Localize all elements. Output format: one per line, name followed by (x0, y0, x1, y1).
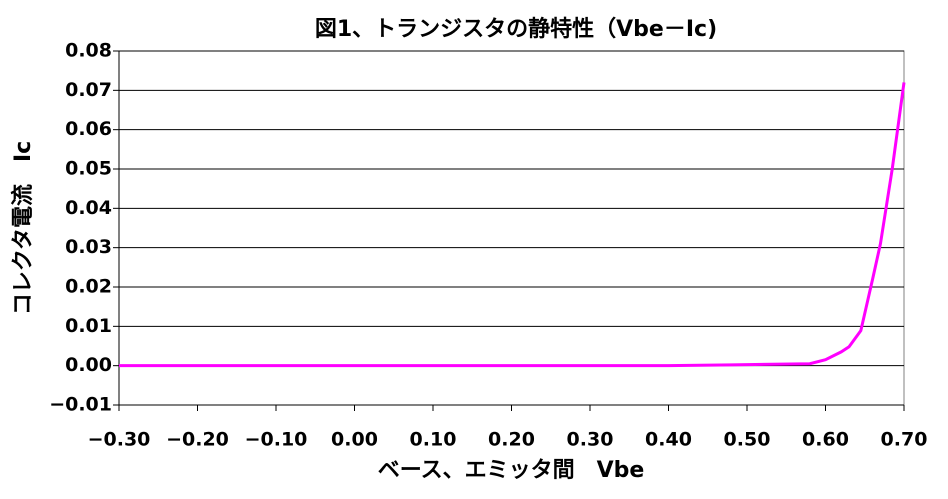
y-tick-label: 0.05 (65, 158, 112, 180)
y-axis-label: コレクタ電流 Ic (10, 141, 36, 315)
y-tick-label: 0.01 (65, 315, 112, 337)
x-tick-label: 0.10 (410, 429, 457, 451)
x-tick-label: 0.00 (331, 429, 378, 451)
x-tick-label: 0.70 (881, 429, 928, 451)
y-tick-label: 0.03 (65, 236, 112, 258)
y-tick-label: 0.07 (65, 79, 112, 101)
x-tick-label: 0.20 (488, 429, 535, 451)
y-tick-label: 0.00 (65, 354, 112, 376)
y-tick-label: 0.08 (65, 40, 112, 62)
data-line (119, 82, 906, 368)
x-tick-label: 0.40 (645, 429, 692, 451)
y-tick-label: 0.02 (65, 276, 112, 298)
y-tick-label: 0.04 (65, 197, 112, 219)
x-tick-label: −0.20 (166, 429, 229, 451)
x-axis-label: ベース、エミッタ間 Vbe (378, 458, 645, 483)
plot-frame (118, 50, 905, 406)
x-tick-label: 0.30 (567, 429, 614, 451)
x-tick-label: 0.60 (802, 429, 849, 451)
chart-title: 図1、トランジスタの静特性（Vbe－Ic) (315, 16, 717, 42)
y-tick-label: 0.06 (65, 118, 112, 140)
x-tick-label: 0.50 (724, 429, 771, 451)
x-tick-label: −0.10 (245, 429, 308, 451)
x-tick-label: −0.30 (88, 429, 151, 451)
y-tick-label: −0.01 (49, 394, 112, 416)
